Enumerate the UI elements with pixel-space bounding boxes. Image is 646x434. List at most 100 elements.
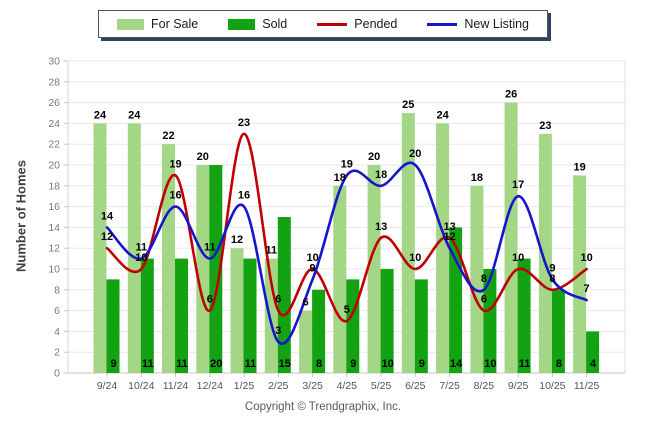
for-sale-value-label: 20 bbox=[197, 151, 209, 163]
pended-value-label: 6 bbox=[207, 294, 213, 306]
for-sale-value-label: 25 bbox=[402, 99, 414, 111]
sold-value-label: 14 bbox=[450, 358, 463, 370]
sold-value-label: 9 bbox=[419, 358, 425, 370]
bar-for-sale bbox=[299, 310, 313, 373]
x-tick-label: 10/25 bbox=[539, 380, 565, 392]
sold-value-label: 11 bbox=[519, 358, 531, 370]
x-tick-label: 2/25 bbox=[268, 380, 289, 392]
y-tick-label: 0 bbox=[54, 368, 60, 380]
y-tick-label: 24 bbox=[48, 118, 60, 130]
bar-sold bbox=[209, 165, 223, 373]
new-listing-line-swatch-icon bbox=[427, 22, 458, 26]
new-listing-value-label: 9 bbox=[310, 262, 316, 274]
y-tick-label: 26 bbox=[48, 97, 60, 109]
y-tick-label: 16 bbox=[48, 201, 60, 213]
bar-for-sale bbox=[470, 185, 484, 373]
y-tick-label: 20 bbox=[48, 160, 60, 172]
x-tick-label: 11/24 bbox=[163, 380, 189, 392]
bar-sold bbox=[586, 331, 600, 373]
new-listing-value-label: 18 bbox=[375, 169, 387, 181]
bar-sold bbox=[243, 258, 257, 373]
sold-value-label: 11 bbox=[245, 358, 257, 370]
sold-value-label: 8 bbox=[316, 358, 322, 370]
legend-item-sold: Sold bbox=[228, 17, 287, 31]
pended-line bbox=[105, 132, 588, 323]
new-listing-value-label: 16 bbox=[169, 190, 181, 202]
for-sale-value-label: 24 bbox=[128, 109, 141, 121]
bar-for-sale bbox=[436, 123, 450, 374]
bar-sold bbox=[551, 289, 565, 373]
bar-for-sale bbox=[538, 133, 552, 373]
new-listing-value-label: 8 bbox=[481, 273, 487, 285]
bar-sold bbox=[277, 217, 291, 373]
for-sale-value-label: 6 bbox=[303, 297, 309, 309]
x-tick-label: 7/25 bbox=[439, 380, 460, 392]
legend: For Sale Sold Pended New Listing bbox=[97, 10, 549, 38]
y-tick-label: 8 bbox=[54, 284, 60, 296]
legend-item-pended: Pended bbox=[317, 17, 397, 31]
bar-for-sale bbox=[127, 123, 141, 374]
bar-for-sale bbox=[162, 144, 175, 373]
sold-value-label: 9 bbox=[350, 358, 356, 370]
bar-for-sale bbox=[367, 165, 381, 373]
x-tick-label: 9/25 bbox=[508, 380, 529, 392]
bar-sold bbox=[312, 289, 326, 373]
pended-value-label: 10 bbox=[135, 252, 147, 264]
y-tick-label: 4 bbox=[54, 326, 60, 338]
new-listing-value-label: 19 bbox=[341, 158, 353, 170]
for-sale-swatch-icon bbox=[116, 18, 144, 30]
sold-value-label: 11 bbox=[176, 358, 188, 370]
bar-for-sale bbox=[93, 123, 107, 374]
sold-value-label: 4 bbox=[590, 358, 597, 370]
bar-sold bbox=[140, 258, 154, 373]
for-sale-value-label: 18 bbox=[334, 172, 346, 184]
for-sale-value-label: 18 bbox=[471, 172, 483, 184]
bar-for-sale bbox=[504, 102, 518, 373]
new-listing-value-label: 7 bbox=[584, 283, 590, 295]
bar-sold bbox=[175, 258, 188, 373]
sold-value-label: 15 bbox=[279, 358, 291, 370]
new-listing-value-label: 12 bbox=[443, 231, 455, 243]
x-tick-label: 9/24 bbox=[97, 380, 118, 392]
pended-value-label: 12 bbox=[101, 231, 113, 243]
for-sale-value-label: 11 bbox=[265, 245, 277, 257]
sold-value-label: 10 bbox=[381, 358, 393, 370]
x-tick-label: 8/25 bbox=[474, 380, 495, 392]
for-sale-value-label: 22 bbox=[162, 130, 174, 142]
new-listing-value-label: 11 bbox=[204, 242, 216, 254]
y-tick-label: 10 bbox=[48, 264, 60, 276]
bar-for-sale bbox=[333, 185, 347, 373]
new-listing-line bbox=[105, 161, 588, 346]
y-tick-label: 6 bbox=[54, 305, 60, 317]
bar-sold bbox=[483, 269, 497, 373]
legend-item-for-sale: For Sale bbox=[116, 17, 198, 31]
y-tick-label: 28 bbox=[48, 76, 60, 88]
bar-for-sale bbox=[401, 113, 415, 373]
pended-value-label: 13 bbox=[443, 221, 455, 233]
legend-label-new-listing: New Listing bbox=[464, 17, 530, 31]
bar-sold bbox=[106, 279, 120, 373]
legend-item-new-listing: New Listing bbox=[427, 17, 529, 31]
x-tick-label: 3/25 bbox=[302, 380, 323, 392]
sold-value-label: 11 bbox=[142, 358, 154, 370]
new-listing-value-label: 3 bbox=[275, 325, 281, 337]
pended-value-label: 23 bbox=[238, 117, 250, 129]
bar-for-sale bbox=[264, 258, 278, 373]
pended-value-label: 8 bbox=[549, 273, 555, 285]
pended-line-swatch-icon bbox=[317, 22, 348, 26]
sold-value-label: 8 bbox=[556, 358, 562, 370]
pended-value-label: 6 bbox=[481, 294, 487, 306]
pended-value-label: 10 bbox=[409, 252, 421, 264]
bar-for-sale bbox=[230, 248, 244, 373]
new-listing-value-label: 20 bbox=[409, 148, 421, 160]
new-listing-value-label: 17 bbox=[512, 179, 524, 191]
y-tick-label: 14 bbox=[48, 222, 60, 234]
sold-value-label: 10 bbox=[484, 358, 496, 370]
legend-label-pended: Pended bbox=[354, 17, 398, 31]
bar-sold bbox=[517, 258, 531, 373]
x-tick-label: 10/24 bbox=[128, 380, 154, 392]
pended-value-label: 10 bbox=[580, 252, 592, 264]
x-tick-label: 11/25 bbox=[574, 380, 600, 392]
